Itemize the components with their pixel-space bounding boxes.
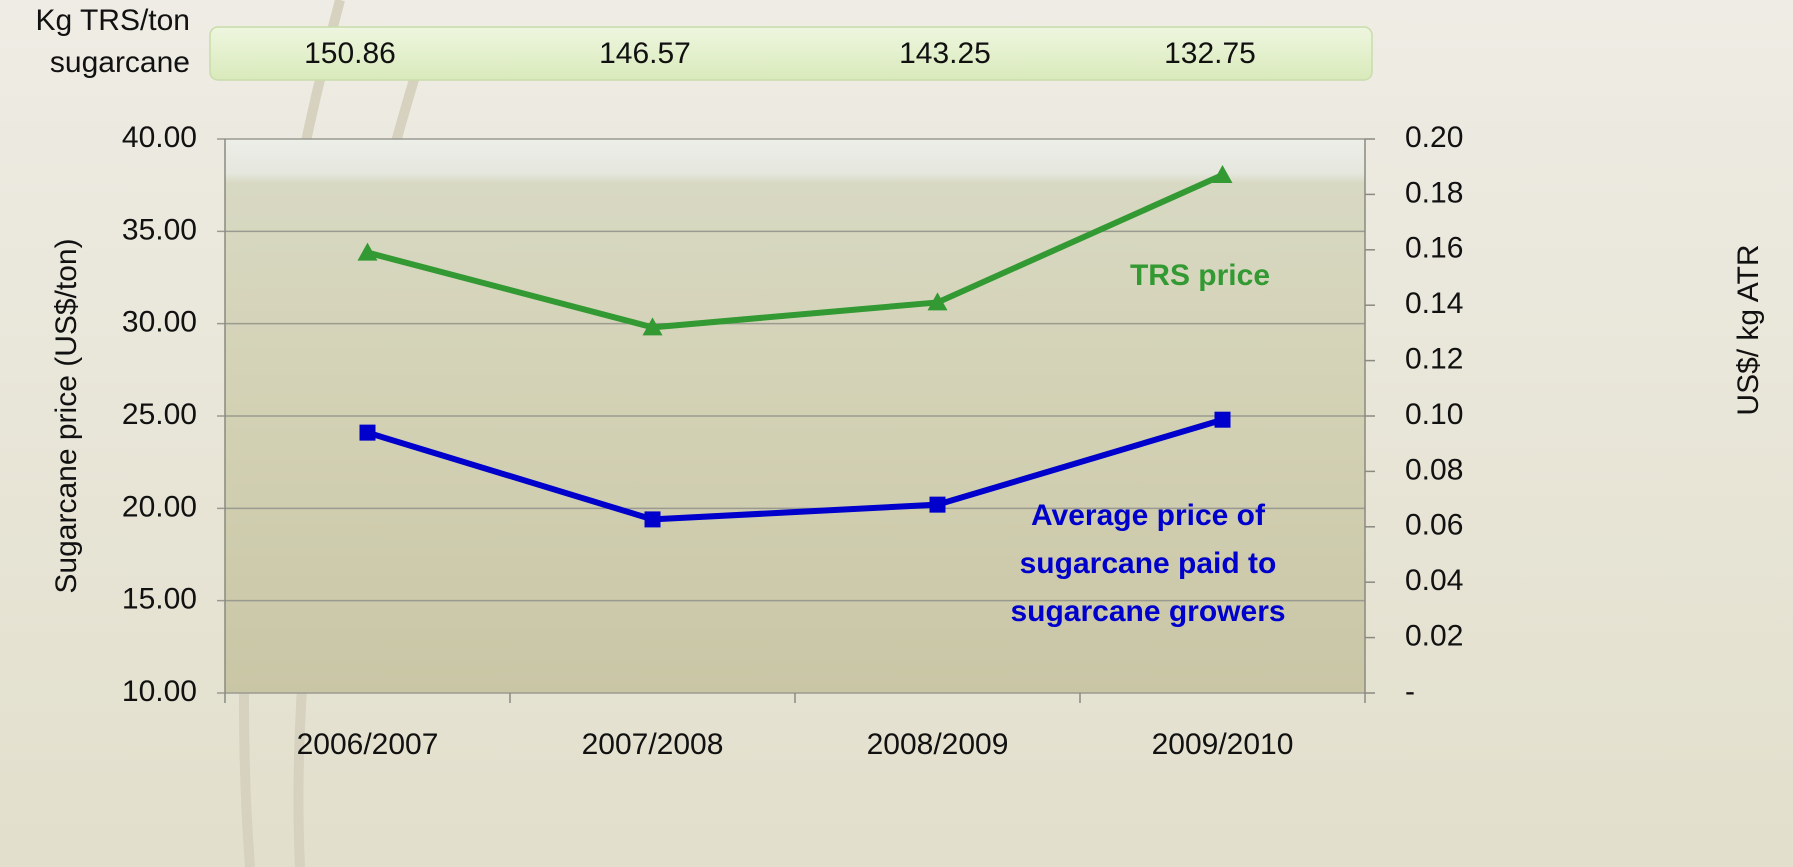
y-axis-title: Sugarcane price (US$/ton) (50, 238, 83, 593)
y-tick-label: 25.00 (122, 398, 197, 431)
y-tick-label: 40.00 (122, 121, 197, 154)
x-tick-label: 2006/2007 (297, 728, 439, 761)
x-tick-label: 2008/2009 (867, 728, 1009, 761)
y2-tick-label: 0.06 (1405, 509, 1463, 542)
y2-tick-label: - (1405, 675, 1415, 708)
y2-axis-title: US$/ kg ATR (1732, 244, 1765, 415)
marker (360, 425, 376, 441)
series-label: sugarcane paid to (1020, 547, 1277, 580)
x-tick-label: 2009/2010 (1152, 728, 1294, 761)
y2-tick-label: 0.20 (1405, 121, 1463, 154)
y2-tick-label: 0.08 (1405, 453, 1463, 486)
y-tick-label: 20.00 (122, 490, 197, 523)
y2-tick-label: 0.12 (1405, 343, 1463, 376)
header-value: 150.86 (304, 37, 396, 70)
y2-tick-label: 0.04 (1405, 564, 1463, 597)
header-label: Kg TRS/ton (35, 4, 190, 37)
page: Kg TRS/ton sugarcane Sugarcane price (US… (0, 0, 1793, 867)
y-tick-label: 35.00 (122, 213, 197, 246)
header-value: 132.75 (1164, 37, 1256, 70)
header-value: 146.57 (599, 37, 691, 70)
marker (1215, 412, 1231, 428)
y2-tick-label: 0.02 (1405, 620, 1463, 653)
chart: Kg TRS/ton sugarcane Sugarcane price (US… (0, 0, 1793, 867)
y2-tick-label: 0.10 (1405, 398, 1463, 431)
header-label: sugarcane (50, 46, 190, 79)
y2-tick-label: 0.18 (1405, 176, 1463, 209)
marker (645, 511, 661, 527)
header-value: 143.25 (899, 37, 991, 70)
y-tick-label: 15.00 (122, 583, 197, 616)
series-label: Average price of (1031, 499, 1266, 532)
y-tick-label: 30.00 (122, 306, 197, 339)
y2-tick-label: 0.14 (1405, 287, 1463, 320)
y-tick-label: 10.00 (122, 675, 197, 708)
x-tick-label: 2007/2008 (582, 728, 724, 761)
series-label: TRS price (1130, 259, 1270, 292)
marker (930, 497, 946, 513)
series-label: sugarcane growers (1010, 595, 1285, 628)
y2-tick-label: 0.16 (1405, 232, 1463, 265)
